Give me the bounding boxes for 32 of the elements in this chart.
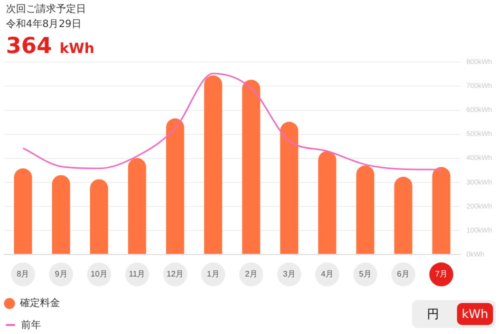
bar xyxy=(280,122,298,254)
bar xyxy=(394,176,412,254)
legend-label: 確定料金 xyxy=(20,296,60,310)
text: 364 kWh xyxy=(6,34,94,59)
x-tick-label: 9月 xyxy=(54,269,68,278)
bar xyxy=(318,151,336,254)
bar xyxy=(432,166,450,254)
x-tick-label: 8月 xyxy=(16,269,30,278)
text: 円 xyxy=(426,306,440,323)
x-tick-label: 7月 xyxy=(435,269,448,278)
line-series xyxy=(22,72,442,170)
x-tick-label: 12月 xyxy=(166,269,184,278)
x-tick-label: 4月 xyxy=(321,269,334,278)
x-tick-label: 11月 xyxy=(128,269,146,278)
bar xyxy=(204,75,222,254)
bar xyxy=(166,118,184,254)
x-tick-label: 3月 xyxy=(282,269,296,278)
x-tick-label: 1月 xyxy=(206,269,220,278)
x-tick-label: 10月 xyxy=(90,269,108,278)
chart-title: 次回ご請求予定日 xyxy=(6,2,86,16)
x-tick-label: 5月 xyxy=(359,269,372,278)
bar xyxy=(128,158,146,254)
x-tick-label: 6月 xyxy=(397,269,410,278)
bar xyxy=(356,166,374,254)
legend-label: 前年 xyxy=(21,319,41,332)
text: kWh xyxy=(457,303,493,325)
bar xyxy=(14,168,32,254)
bar xyxy=(90,179,108,254)
bar xyxy=(242,80,260,254)
bar xyxy=(52,175,70,254)
x-tick-label: 2月 xyxy=(244,269,258,278)
chart-subtitle: 令和4年8月29日 xyxy=(6,18,82,31)
